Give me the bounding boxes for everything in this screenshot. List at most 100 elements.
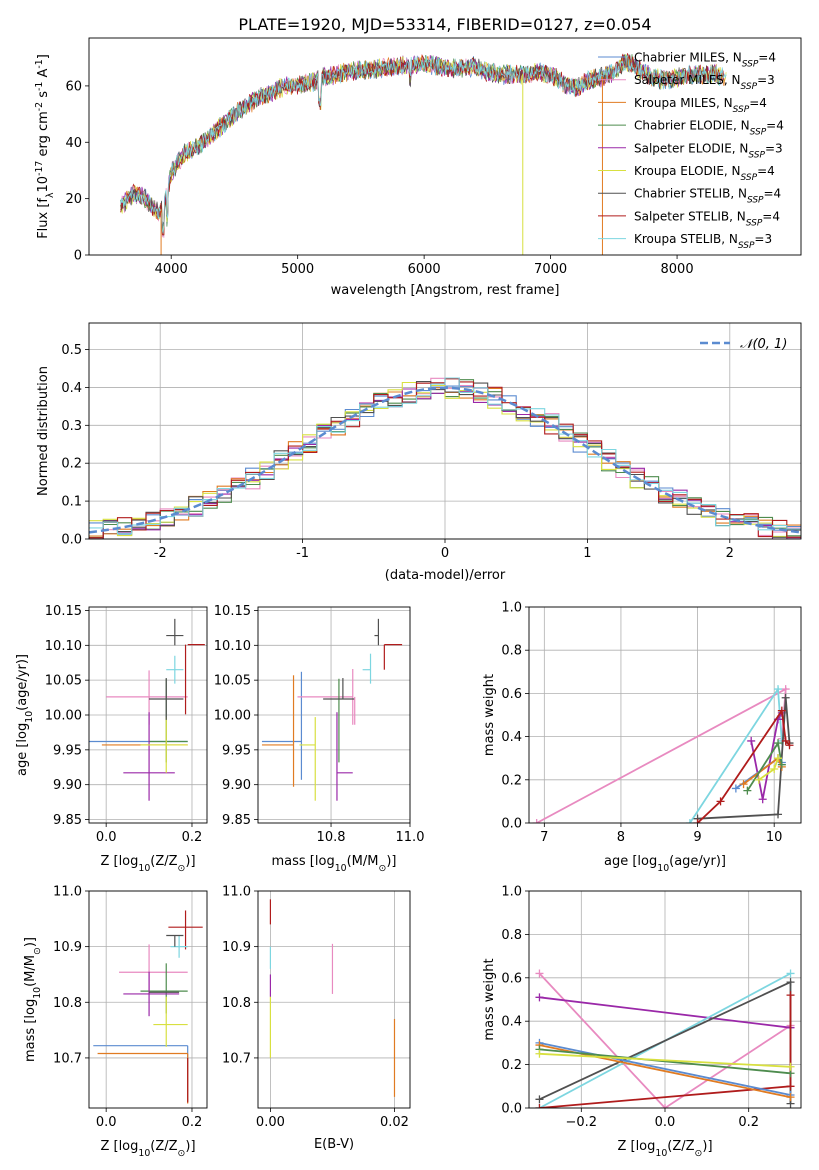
spectrum-xlabel: wavelength [Angstrom, rest frame] — [331, 283, 560, 298]
mass-weight-marker-kroupa-elodie — [535, 1049, 544, 1058]
y-tick-label: 0.4 — [501, 1015, 522, 1030]
legend-subscript: SSP — [733, 105, 750, 115]
y-tick-label: 0.0 — [501, 817, 522, 832]
mass-weight-line-kroupa-elodie — [539, 1052, 791, 1068]
legend-model: Chabrier ELODIE, N — [634, 119, 750, 133]
x-tick-label: 10.8 — [317, 830, 346, 845]
mass-weight-marker-salpeter-stelib — [716, 797, 725, 806]
mass-weight-marker-salpeter-stelib — [786, 991, 795, 1000]
legend-subscript: SSP — [748, 150, 765, 160]
legend-subscript: SSP — [750, 128, 767, 138]
mass-weight-marker-salpeter-elodie — [535, 993, 544, 1002]
x-tick-label: 1 — [583, 546, 591, 561]
residuals-ylabel-part: Normed distribution — [36, 366, 51, 496]
y-tick-label: 9.95 — [53, 743, 82, 758]
mass-weight-marker-salpeter-stelib — [785, 741, 794, 750]
mass_weight_vs_Z-xlabel: Z [log10(Z/Z⊙)] — [617, 1139, 712, 1159]
residuals-frame — [88, 322, 802, 540]
spectrum-ylabel-part: -1 — [34, 59, 45, 68]
residuals-xlabel-part: (data-model)/error — [385, 568, 506, 583]
residuals-xlabel: (data-model)/error — [385, 568, 506, 583]
spectrum-axes: 4000 5000 6000 7000 8000 0 20 40 60 — [65, 79, 693, 277]
mass-vs-ebv-xlabel-part: E(B-V) — [314, 1137, 354, 1152]
mass-weight-marker-chabrier-stelib — [774, 810, 783, 819]
residuals-ylabel: Normed distribution — [36, 366, 51, 496]
x-tick-label: 0.0 — [96, 830, 117, 845]
legend-subscript: SSP — [741, 173, 758, 183]
figure-title: PLATE=1920, MJD=53314, FIBERID=0127, z=0… — [238, 15, 651, 34]
mass-weight-age-xlabel-part: (age/yr)] — [669, 854, 726, 869]
age_vs_mass-xlabel-part: mass [log — [272, 854, 335, 869]
mass-weight-marker-salpeter-miles — [532, 819, 541, 823]
mass-weight-age-xlabel: age [log10(age/yr)] — [604, 854, 726, 874]
mass_vs_Z-xlabel-part: ⊙ — [178, 1148, 186, 1159]
mass_vs_Z-frame — [88, 890, 208, 1109]
mass_vs_Z-xlabel: Z [log10(Z/Z⊙)] — [100, 1139, 195, 1159]
mass-weight-marker-chabrier-stelib — [535, 1095, 544, 1104]
mass-vs-z-ylabel-part: )] — [23, 937, 38, 947]
legend-label-kroupa-elodie: Kroupa ELODIE, NSSP=4 — [634, 164, 775, 183]
spectrum-ylabel-part: 10 — [36, 176, 51, 193]
x-tick-label: 10 — [766, 830, 783, 845]
legend-subscript: SSP — [738, 241, 755, 251]
legend-label-salpeter-stelib: Salpeter STELIB, NSSP=4 — [634, 209, 780, 228]
mass_vs_Z-xlabel-part: 10 — [138, 1148, 150, 1159]
mass-vs-z-ylabel-part: ⊙ — [32, 947, 43, 955]
legend-subscript: SSP — [747, 196, 764, 206]
y-tick-label: 9.90 — [53, 778, 82, 793]
legend-model: Salpeter MILES, N — [634, 73, 741, 87]
mass-weight-marker-kroupa-miles — [739, 780, 748, 789]
x-tick-label: 0.2 — [738, 1115, 759, 1130]
spectrum-line-chabrier-miles — [120, 55, 722, 237]
gaussian-curve — [89, 386, 801, 534]
y-tick-label: 0.2 — [501, 773, 522, 788]
legend-count: =3 — [754, 232, 772, 246]
mass-weight-marker-kroupa-stelib — [786, 969, 795, 978]
mass_vs_Z-xlabel-part: (Z/Z — [150, 1139, 177, 1154]
age_vs_Z-xlabel-part: (Z/Z — [150, 854, 177, 869]
mass-vs-z-ylabel: mass [log10(M/M⊙)] — [23, 937, 43, 1062]
y-tick-label: 0.0 — [501, 1102, 522, 1117]
legend-count: =4 — [764, 187, 782, 201]
mass_weight_vs_Z-frame — [528, 890, 802, 1109]
mass_vs_Z-xlabel-part: Z [log — [100, 1139, 138, 1154]
spectrum-ylabel-part: -2 — [34, 102, 45, 111]
mass-weight-marker-chabrier-stelib — [786, 978, 795, 987]
legend-label-kroupa-miles: Kroupa MILES, NSSP=4 — [634, 96, 767, 115]
age_vs_mass-xlabel-part: (M/M — [347, 854, 379, 869]
y-tick-label: 10.00 — [45, 709, 82, 724]
mass-weight-age-xlabel-part: 10 — [657, 863, 669, 874]
mass_vs_ebv-frame — [257, 890, 411, 1109]
gaussian-legend-label: 𝒩(0, 1) — [740, 337, 787, 352]
y-tick-label: 0.5 — [61, 343, 82, 358]
mass_vs_Z-axes: 0.0 0.2 10.7 10.8 10.9 11.0 — [53, 885, 207, 1130]
x-tick-label: 2 — [726, 546, 734, 561]
mass-weight-marker-chabrier-stelib — [781, 693, 790, 702]
y-tick-label: 10.9 — [53, 940, 82, 955]
y-tick-label: 0 — [74, 249, 82, 264]
y-tick-label: 10.15 — [45, 604, 82, 619]
legend-model: Salpeter STELIB, N — [634, 209, 746, 223]
spectrum-xlabel-part: wavelength [Angstrom, rest frame] — [331, 283, 560, 298]
legend-model: Salpeter ELODIE, N — [634, 141, 748, 155]
x-tick-label: 0.0 — [655, 1115, 676, 1130]
age_vs_Z-xlabel-part: Z [log — [100, 854, 138, 869]
mass-vs-ebv-xlabel: E(B-V) — [314, 1137, 354, 1152]
x-tick-label: −0.2 — [566, 1115, 598, 1130]
y-tick-label: 0.3 — [61, 419, 82, 434]
age_vs_mass-xlabel-part: ⊙ — [378, 863, 386, 874]
mass-weight-marker-kroupa-elodie — [754, 775, 763, 784]
mass_weight_vs_age-ylabel-part: mass weight — [482, 674, 497, 756]
mass-weight-marker-chabrier-elodie — [774, 739, 783, 748]
x-tick-label: 0.00 — [256, 1115, 285, 1130]
spectrum-ylabel-part: ] — [36, 54, 51, 59]
x-tick-label: 5000 — [281, 262, 314, 277]
spectrum-ylabel-part: -17 — [34, 161, 45, 176]
legend-count: =3 — [765, 141, 783, 155]
y-tick-label: 10.10 — [214, 639, 251, 654]
y-tick-label: 0.1 — [61, 495, 82, 510]
mass-weight-line-chabrier-miles — [539, 1042, 791, 1096]
y-tick-label: 0.4 — [61, 381, 82, 396]
mass-weight-marker-salpeter-stelib — [781, 736, 790, 745]
y-tick-label: 0.6 — [501, 971, 522, 986]
